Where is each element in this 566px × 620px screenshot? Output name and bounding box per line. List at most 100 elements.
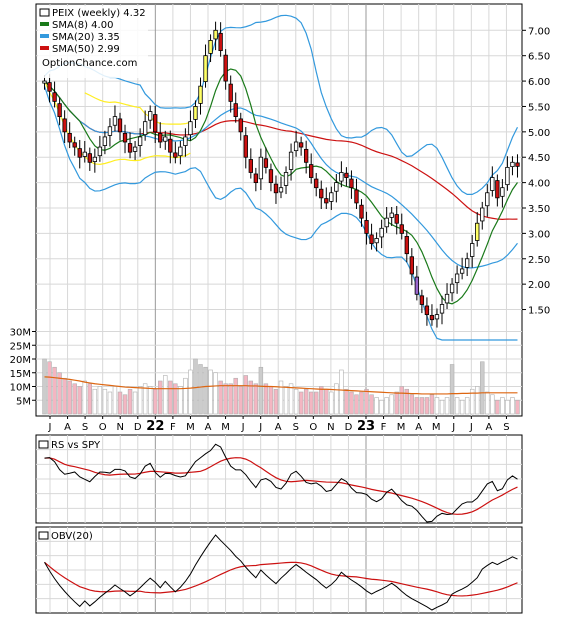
volume-bar	[132, 391, 138, 415]
time-tick-label: A	[64, 422, 71, 433]
volume-bar	[268, 386, 274, 415]
time-tick-label: M	[432, 422, 441, 433]
candle-body	[374, 238, 379, 244]
time-tick-label: S	[82, 422, 88, 433]
candle-body	[57, 103, 62, 118]
time-tick-label: F	[170, 422, 176, 433]
volume-bar	[102, 388, 108, 415]
rs-panel-title: RS vs SPY	[51, 440, 101, 451]
volume-bar	[233, 377, 238, 415]
candle-body	[354, 189, 359, 204]
time-tick-label: J	[469, 422, 473, 433]
candle-body	[52, 92, 57, 102]
volume-bar	[384, 397, 389, 415]
volume-bar	[364, 388, 369, 415]
volume-bar	[62, 377, 67, 415]
legend: PEIX (weekly) 4.32 SMA(8) 4.00 SMA(20) 3…	[38, 6, 148, 78]
time-tick-label: O	[309, 422, 317, 433]
rs-panel: RS vs SPY	[35, 434, 523, 524]
candle-body	[465, 258, 470, 268]
legend-label-sma50: SMA(50) 2.99	[52, 44, 120, 55]
price-tick-label: 2.50	[528, 255, 550, 266]
volume-bar	[228, 383, 233, 415]
yellow-band-upper-line	[84, 92, 191, 125]
time-tick-label: S	[503, 422, 509, 433]
candle-body	[515, 162, 520, 167]
candle-body	[414, 276, 420, 295]
volume-bar	[399, 386, 404, 415]
time-axis: J A S O N D 22 F M A M J J A S O N D 23 F M A M J J A S	[48, 416, 510, 434]
candle-body	[132, 146, 138, 152]
legend-item-price: PEIX (weekly) 4.32	[39, 8, 146, 19]
volume-bar	[308, 391, 314, 415]
time-tick-label: M	[221, 422, 230, 433]
candle-body	[439, 304, 445, 314]
volume-bar	[293, 388, 299, 415]
legend-swatch-sma20	[40, 34, 49, 38]
volume-tick-label: 30M	[10, 328, 31, 339]
volume-axis: 30M 25M 20M 15M 10M 5M	[10, 328, 36, 407]
volume-bar	[369, 394, 374, 415]
time-tick-label: J	[258, 422, 262, 433]
volume-bar	[419, 397, 425, 415]
candle-body	[102, 136, 108, 146]
candle-body	[309, 164, 314, 178]
volume-bar	[334, 383, 339, 415]
volume-tick-label: 5M	[16, 396, 31, 407]
candle-body	[97, 146, 103, 157]
candle-body	[495, 180, 500, 199]
volume-bar	[490, 394, 495, 415]
time-tick-label: 22	[146, 419, 164, 434]
volume-bar	[314, 391, 319, 415]
candle-body	[424, 305, 430, 316]
volume-bar	[57, 372, 62, 415]
candle-body	[148, 111, 153, 121]
volume-bar	[193, 358, 198, 415]
candle-body	[349, 178, 354, 189]
candle-body	[470, 243, 475, 257]
candle-body	[329, 192, 334, 202]
price-tick-label: 4.50	[528, 153, 550, 164]
volume-bar	[152, 388, 158, 415]
time-tick-label: A	[205, 422, 212, 433]
time-tick-label: M	[186, 422, 195, 433]
obv-panel-title: OBV(20)	[51, 531, 93, 542]
volume-bars	[42, 358, 520, 415]
candle-body	[62, 118, 67, 133]
candle-body	[122, 132, 128, 143]
volume-bar	[213, 372, 218, 415]
volume-bar	[339, 369, 344, 415]
volume-tick-label: 10M	[10, 383, 31, 394]
candle-body	[399, 224, 404, 234]
volume-bar	[414, 397, 420, 415]
volume-bar	[82, 380, 87, 415]
candle-body	[475, 222, 480, 241]
bollinger-lower-line	[43, 85, 518, 341]
price-tick-label: 4.00	[528, 179, 550, 190]
volume-bar	[47, 361, 52, 415]
candle-body	[500, 187, 505, 197]
candle-body	[158, 132, 163, 143]
volume-bar	[218, 380, 223, 415]
volume-bar	[359, 391, 364, 415]
volume-bar	[439, 399, 445, 415]
volume-bar	[107, 391, 113, 415]
time-tick-label: A	[415, 422, 422, 433]
candle-body	[117, 118, 123, 133]
time-tick-label: A	[275, 422, 282, 433]
candle-body	[314, 178, 319, 189]
volume-bar	[329, 391, 334, 415]
price-axis: 7.00 6.50 6.00 5.50 5.00 4.50 4.00 3.50 3.00 2.50…	[522, 26, 550, 317]
volume-bar	[354, 394, 359, 415]
price-tick-label: 3.00	[528, 229, 550, 240]
rs-line	[44, 443, 518, 523]
volume-bar	[52, 366, 57, 415]
volume-bar	[485, 391, 490, 415]
volume-bar	[495, 399, 500, 415]
volume-bar	[404, 388, 410, 415]
candle-body	[82, 151, 87, 157]
volume-bar	[92, 388, 98, 415]
time-tick-label: N	[327, 422, 334, 433]
volume-bar	[163, 375, 168, 415]
